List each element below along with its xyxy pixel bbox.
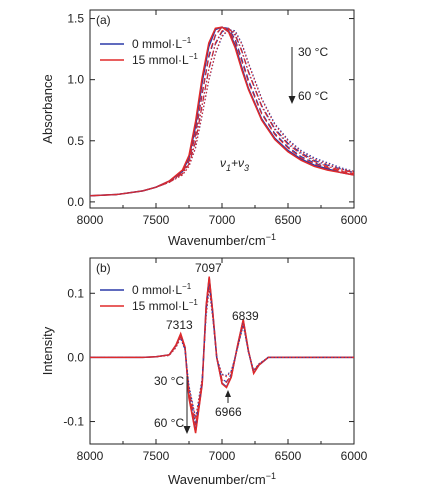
panel-label-a: (a)	[96, 13, 111, 27]
x-axis-title-b: Wavenumber/cm−1	[168, 471, 276, 487]
annotation-60c-b: 60 °C	[154, 416, 184, 430]
peak-label-6839: 6839	[232, 309, 259, 323]
a-series-5-dashdot	[89, 27, 355, 197]
panel-a: 8000 7500 7000 6500 6000 0.0 0.5 1.0 1.5 (a) 0 m…	[40, 9, 368, 248]
b-series-5-dot	[90, 286, 354, 420]
x-axis-title-a: Wavenumber/cm−1	[168, 232, 276, 248]
a-x-tick-label-1: 7500	[143, 213, 170, 227]
peak-label-7313: 7313	[166, 318, 193, 332]
a-y-tick-label-3: 1.5	[67, 12, 84, 26]
legend-label-a-0: 0 mmol·L−1	[132, 36, 192, 51]
legend-a: 0 mmol·L−1 15 mmol·L−1	[100, 36, 198, 67]
b-x-tick-label-3: 6500	[275, 449, 302, 463]
annotation-30c-b: 30 °C	[154, 374, 184, 388]
arrow-head-a	[288, 96, 296, 104]
legend-label-a-1: 15 mmol·L−1	[132, 52, 198, 67]
y-axis-title-a: Absorbance	[40, 74, 55, 143]
ticks-b: 8000 7500 7000 6500 6000 -0.1 0.0 0.1	[63, 258, 368, 463]
a-x-tick-label-4: 6000	[341, 213, 368, 227]
a-series-7-dot	[89, 28, 355, 197]
b-y-tick-label-0: -0.1	[63, 415, 84, 429]
annotation-30c-a: 30 °C	[298, 45, 328, 59]
peak-label-7097: 7097	[195, 261, 222, 275]
panel-b: 8000 7500 7000 6500 6000 -0.1 0.0 0.1 (b) 0 mmo…	[40, 257, 368, 487]
y-axis-title-b: Intensity	[40, 326, 55, 375]
a-x-tick-label-2: 7000	[209, 213, 236, 227]
legend-b: 0 mmol·L−1 15 mmol·L−1	[100, 282, 198, 313]
a-x-tick-label-0: 8000	[77, 213, 104, 227]
legend-label-b-1: 15 mmol·L−1	[132, 298, 198, 313]
a-series-2-dash	[89, 26, 355, 197]
panel-label-b: (b)	[96, 261, 111, 275]
series-group-b	[90, 276, 354, 434]
a-y-tick-label-0: 0.0	[67, 195, 84, 209]
a-y-tick-label-2: 1.0	[67, 73, 84, 87]
annotation-60c-a: 60 °C	[298, 89, 328, 103]
legend-label-b-0: 0 mmol·L−1	[132, 282, 192, 297]
band-label-nu1-nu3: ν1+ν3	[220, 156, 249, 173]
a-y-tick-label-1: 0.5	[67, 134, 84, 148]
b-series-3-dash	[90, 281, 354, 426]
peak-label-6966: 6966	[215, 405, 242, 419]
arrow-head-6966	[225, 390, 231, 397]
b-series-2-dash	[90, 282, 354, 425]
plot-frame-a	[89, 9, 355, 209]
b-x-tick-label-4: 6000	[341, 449, 368, 463]
b-y-tick-label-1: 0.0	[67, 350, 84, 364]
b-y-tick-label-2: 0.1	[67, 286, 84, 300]
b-series-4-dot	[90, 288, 354, 418]
b-x-tick-label-0: 8000	[77, 449, 104, 463]
a-x-tick-label-3: 6500	[275, 213, 302, 227]
a-series-4-dashdot	[89, 27, 355, 197]
series-group-a	[89, 26, 355, 197]
arrow-head-b	[183, 426, 191, 434]
a-series-3-dash	[89, 26, 355, 197]
b-x-tick-label-1: 7500	[143, 449, 170, 463]
b-x-tick-label-2: 7000	[209, 449, 236, 463]
ticks-a: 8000 7500 7000 6500 6000 0.0 0.5 1.0 1.5	[67, 10, 368, 227]
